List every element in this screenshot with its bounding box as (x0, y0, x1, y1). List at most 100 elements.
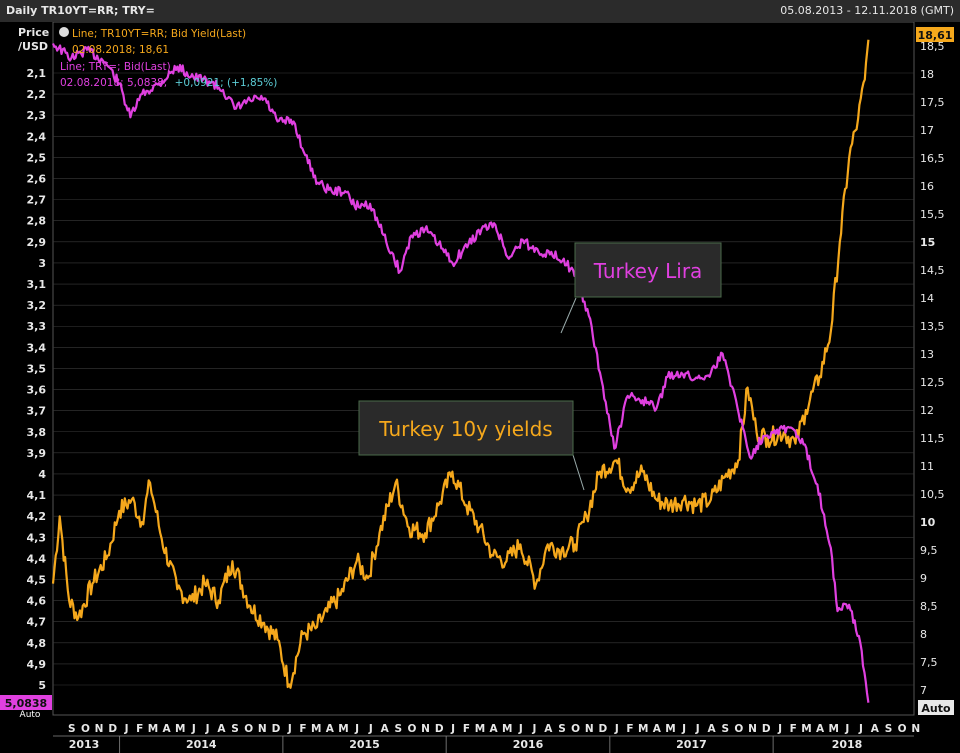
x-month-label: J (681, 723, 686, 735)
right-last-value: 18,61 (918, 29, 953, 42)
x-month-label: J (844, 723, 849, 735)
annotation-lira-text: Turkey Lira (593, 259, 703, 283)
x-month-label: N (585, 723, 594, 735)
right-tick-label: 8,5 (920, 600, 938, 613)
x-month-label: D (762, 723, 771, 735)
x-month-label: J (532, 723, 537, 735)
left-tick-label: 3,9 (27, 447, 47, 460)
right-tick-label: 12,5 (920, 376, 945, 389)
right-tick-label: 9 (920, 572, 927, 585)
x-month-label: O (81, 723, 90, 735)
horizontal-grid (53, 72, 914, 686)
x-month-label: J (124, 723, 129, 735)
x-month-label: D (599, 723, 608, 735)
right-auto-button[interactable] (918, 700, 954, 715)
left-tick-label: 3,3 (27, 320, 47, 333)
x-month-label: A (544, 723, 553, 735)
x-month-label: J (450, 723, 455, 735)
right-tick-label: 18,5 (920, 40, 945, 53)
legend-yield-line1: Line; TR10YT=RR; Bid Yield(Last) (72, 28, 246, 40)
left-tick-label: 4,5 (27, 573, 47, 586)
right-tick-label: 16 (920, 180, 934, 193)
right-tick-label: 11,5 (920, 432, 945, 445)
x-month-label: J (614, 723, 619, 735)
legend-lira-line1: Line; TRY=; Bid(Last) (60, 61, 171, 73)
left-auto-label: Auto (20, 710, 41, 720)
x-month-label: M (338, 723, 348, 735)
left-tick-label: 3,2 (27, 299, 47, 312)
left-tick-label: 2,3 (27, 109, 47, 122)
x-month-label: N (258, 723, 267, 735)
annotation-yields-box (358, 400, 574, 456)
left-last-value: 5,0838 (5, 697, 47, 710)
left-axis-title-1: Price (18, 26, 49, 39)
right-tick-label: 15 (920, 236, 935, 249)
x-month-label: O (244, 723, 253, 735)
right-tick-label: 16,5 (920, 152, 945, 165)
legend-marker-icon[interactable] (59, 27, 69, 37)
left-tick-label: 4,3 (27, 531, 47, 544)
right-tick-label: 13,5 (920, 320, 945, 333)
right-tick-label: 9,5 (920, 544, 938, 557)
window-title: Daily TR10YT=RR; TRY= (6, 4, 155, 17)
annotation-lira-leader (560, 297, 577, 334)
x-month-label: J (777, 723, 782, 735)
x-month-label: A (653, 723, 662, 735)
right-tick-label: 14,5 (920, 264, 945, 277)
annotation-yields-text: Turkey 10y yields (378, 417, 552, 441)
left-axis-title-2: /USD (18, 40, 48, 53)
x-month-label: A (871, 723, 880, 735)
annotation-lira: Turkey Lira (560, 242, 722, 334)
x-month-label: O (734, 723, 743, 735)
right-tick-label: 18 (920, 68, 934, 81)
date-range: 05.08.2013 - 12.11.2018 (GMT) (780, 4, 954, 17)
legend-lira-line2: 02.08.2018; 5,0838; +0,0921; (+1,85%) (60, 77, 277, 89)
left-tick-label: 3,8 (27, 426, 47, 439)
x-year-label: 2018 (832, 738, 863, 751)
right-auto-label[interactable]: Auto (921, 702, 951, 715)
x-month-label: S (395, 723, 403, 735)
left-tick-label: 3,6 (27, 384, 47, 397)
left-last-value-tag (0, 695, 52, 710)
left-tick-label: 3,4 (27, 341, 47, 354)
x-month-label: A (708, 723, 717, 735)
x-month-label: A (489, 723, 498, 735)
x-month-label: J (205, 723, 210, 735)
left-tick-label: 2,7 (27, 194, 47, 207)
x-month-label: A (217, 723, 226, 735)
x-month-label: O (407, 723, 416, 735)
left-tick-label: 4 (38, 468, 46, 481)
x-month-label: S (231, 723, 239, 735)
legend-lira-date: 02.08.2018; 5,0838; (60, 77, 167, 89)
x-month-label: F (626, 723, 633, 735)
x-month-label: M (311, 723, 321, 735)
x-month-label: M (665, 723, 675, 735)
left-tick-label: 4,4 (27, 552, 47, 565)
left-tick-label: 5 (38, 679, 46, 692)
left-tick-label: 2,5 (27, 151, 47, 164)
right-axis: 7 7,5 8 8,5 9 9,5 10 10,5 11 11,5 12 12,5 13 13,5 14 14… (920, 40, 945, 697)
x-month-label: N (911, 723, 920, 735)
x-month-label: A (163, 723, 172, 735)
left-tick-label: 2,9 (27, 236, 47, 249)
legend-yield-line2: 02.08.2018; 18,61 (72, 44, 169, 56)
right-tick-label: 17,5 (920, 96, 945, 109)
left-tick-label: 2,6 (27, 173, 47, 186)
legend-lira-change: +0,0921; (+1,85%) (175, 77, 278, 89)
x-month-label: J (518, 723, 523, 735)
x-month-label: J (287, 723, 292, 735)
left-tick-label: 3,7 (27, 405, 47, 418)
x-month-label: A (816, 723, 825, 735)
left-tick-label: 3,1 (27, 278, 47, 291)
x-month-label: S (68, 723, 76, 735)
x-month-label: M (828, 723, 838, 735)
x-month-label: J (695, 723, 700, 735)
right-tick-label: 12 (920, 404, 934, 417)
x-year-label: 2017 (676, 738, 707, 751)
left-tick-label: 2,2 (27, 88, 47, 101)
x-month-label: O (898, 723, 907, 735)
x-month-label: M (638, 723, 648, 735)
chart-svg: 2,1 2,2 2,3 2,4 2,5 2,6 2,7 2,8 2,9 3 3,1 3,2 3,3 3,4… (0, 22, 954, 753)
